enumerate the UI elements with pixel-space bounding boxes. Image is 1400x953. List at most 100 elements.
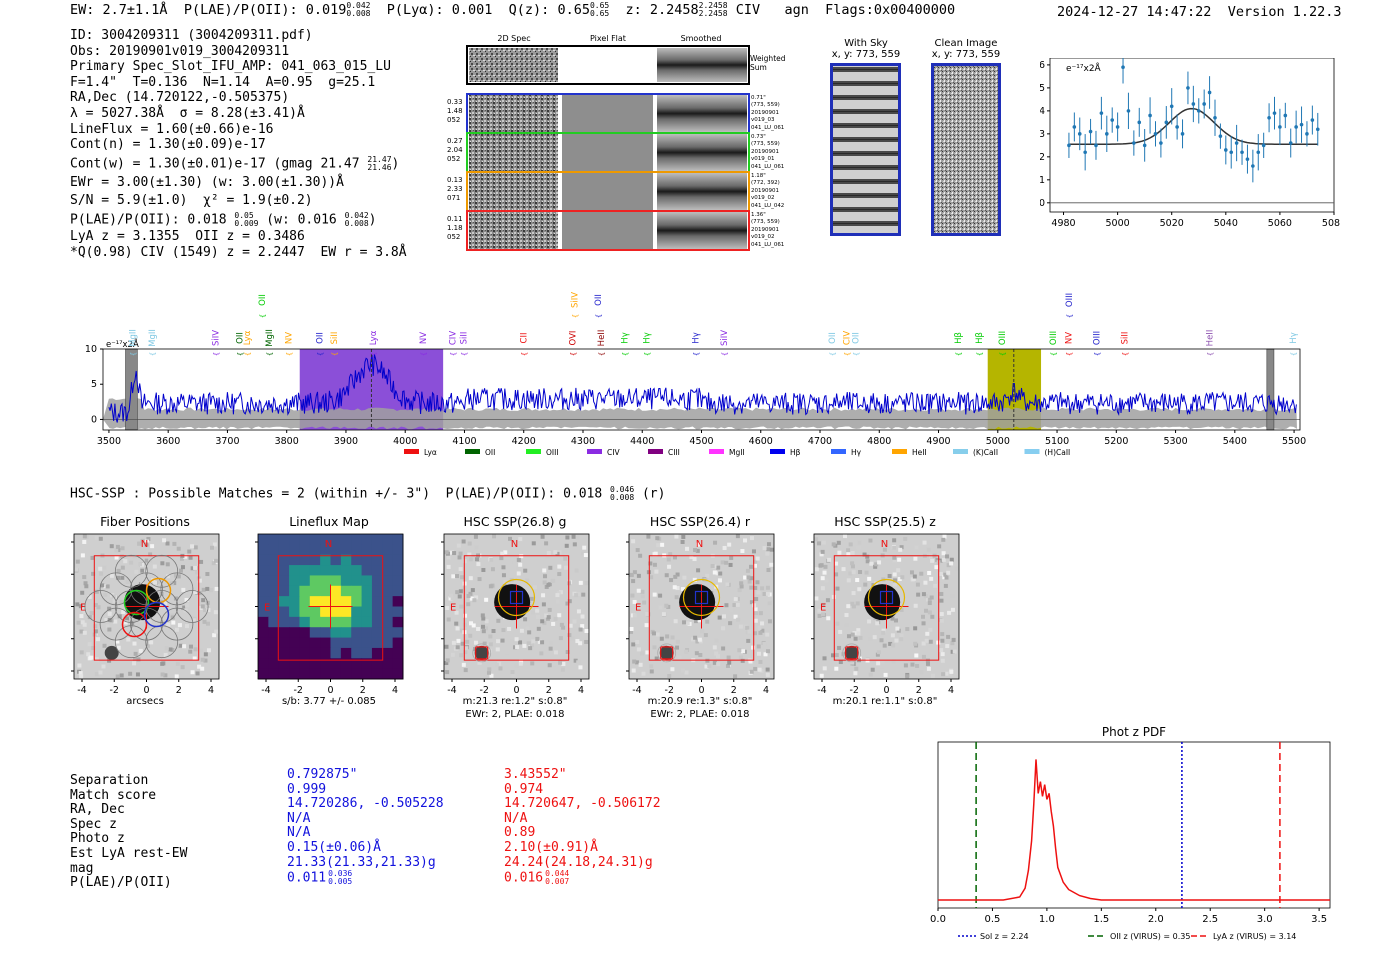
cutout-right-label-0-4: 041_LU_061 bbox=[751, 124, 785, 131]
hsc-noise-px bbox=[564, 543, 569, 548]
cutout-stack bbox=[466, 45, 750, 251]
hsc-noise-px bbox=[212, 542, 217, 547]
clean-image-title: Clean Image bbox=[934, 38, 998, 49]
hsc-noise-px bbox=[559, 622, 564, 627]
lineflux-cell bbox=[351, 575, 363, 587]
hsc-noise-px bbox=[914, 653, 919, 658]
hsc-noise-px bbox=[457, 594, 462, 599]
hsc-caption2-2: EWr: 2, PLAE: 0.018 bbox=[465, 709, 565, 720]
hsc-noise-px bbox=[176, 546, 181, 551]
hsc-noise-px bbox=[508, 536, 513, 541]
hsc-noise-px bbox=[692, 577, 697, 582]
hsc-noise-px bbox=[846, 552, 851, 557]
spec-line-label-6: NV bbox=[284, 332, 294, 344]
spec-line-brace-27: { bbox=[976, 352, 984, 356]
hsc-noise-px bbox=[480, 613, 485, 618]
lineflux-cell bbox=[392, 565, 404, 576]
hsc-noise-px bbox=[875, 652, 880, 657]
hsc-noise-px bbox=[850, 561, 855, 566]
hsc-noise-px bbox=[658, 593, 663, 598]
hsc-noise-px bbox=[449, 550, 454, 555]
spec-line-label-7: OII bbox=[258, 294, 268, 306]
hsc-noise-px bbox=[462, 559, 467, 564]
cutout-left-label-3-1: 1.18 bbox=[447, 224, 463, 232]
hsc-noise-px bbox=[530, 610, 535, 615]
hsc-noise-px bbox=[685, 621, 690, 626]
lineflux-cell bbox=[278, 606, 290, 618]
fit-point-11 bbox=[1126, 109, 1131, 113]
hsc-noise-px bbox=[193, 545, 198, 550]
hsc-noise-px bbox=[851, 570, 856, 575]
hsc-source2-4 bbox=[844, 645, 859, 660]
pdf-legend-label-1: OII z (VIRUS) = 0.35 bbox=[1110, 932, 1190, 941]
hsc-noise-px bbox=[929, 576, 934, 581]
hsc-noise-px bbox=[729, 555, 734, 560]
hsc-noise-px bbox=[104, 618, 109, 623]
table-col1-value-0: 0.792875" bbox=[287, 767, 358, 782]
fit-xtick-label-3: 5040 bbox=[1214, 218, 1238, 228]
lineflux-cell bbox=[299, 575, 311, 587]
contw-hi: 21.47 bbox=[367, 154, 392, 164]
hsc-noise-px bbox=[565, 535, 570, 540]
hsc-xtick-label-2-4: 4 bbox=[578, 685, 584, 696]
hsc-noise-px bbox=[876, 661, 881, 666]
hsc-noise-px bbox=[697, 637, 702, 642]
lineflux-cell bbox=[361, 575, 373, 587]
hsc-noise-px bbox=[544, 613, 549, 618]
hsc-panel-svg-4: NE-4-4-2-2002244 bbox=[811, 533, 960, 696]
hsc-match2-box-2 bbox=[475, 646, 489, 660]
hsc-noise-px bbox=[574, 593, 579, 598]
fit-point-3 bbox=[1083, 150, 1087, 155]
hsc-caption1-3: m:20.9 re:1.3" s:0.8" bbox=[647, 696, 753, 707]
hsc-xtick-label-3-1: -2 bbox=[665, 685, 674, 696]
hsc-ellipse-4 bbox=[867, 578, 906, 617]
hsc-noise-px bbox=[138, 648, 143, 653]
hsc-noise-px bbox=[638, 553, 643, 558]
hsc-noise-px bbox=[572, 542, 577, 547]
header-timestamp: 2024-12-27 14:47:22 Version 1.22.3 bbox=[1057, 4, 1342, 20]
lineflux-cell bbox=[289, 544, 300, 556]
hsc-noise-px bbox=[704, 664, 709, 669]
table-col1-2: 14.720286, -0.505228 bbox=[287, 796, 444, 812]
hsc-noise-px bbox=[558, 636, 563, 641]
spec-line-label-5: MgII bbox=[265, 329, 275, 347]
hsc-noise-px bbox=[536, 626, 541, 631]
hsc-noise-px bbox=[929, 595, 934, 600]
hsc-noise-px bbox=[705, 619, 710, 624]
spec-xtick-label-4: 3900 bbox=[334, 436, 358, 447]
hsc-noise-px bbox=[927, 570, 932, 575]
hsc-noise-px bbox=[120, 579, 125, 584]
hsc-noise-px bbox=[819, 630, 824, 635]
hsc-noise-px bbox=[882, 643, 887, 648]
hsc-noise-px bbox=[749, 669, 754, 674]
spec-line-label-26: Hβ bbox=[954, 332, 964, 344]
spec-ylabel: e⁻¹⁷x2Å bbox=[106, 338, 139, 350]
hsc-noise-px bbox=[530, 661, 535, 666]
fiber-circle-2 bbox=[99, 572, 133, 606]
fit-point-26 bbox=[1207, 90, 1212, 95]
fiber-circle-12 bbox=[114, 625, 148, 659]
spec-xtick-label-20: 5500 bbox=[1282, 436, 1306, 447]
lineflux-cell bbox=[330, 575, 342, 587]
hsc-source-2 bbox=[494, 584, 531, 621]
hsc-noise-px bbox=[473, 534, 478, 539]
hsc-noise-px bbox=[669, 578, 674, 583]
hsc-noise-px bbox=[892, 538, 897, 543]
hsc-noise-px bbox=[458, 589, 463, 594]
spec-legend-swatch-2 bbox=[526, 449, 541, 454]
hsc-noise-px bbox=[654, 656, 659, 661]
lineflux-cell bbox=[351, 544, 363, 556]
cutout-right-label-2-3: v019_02 bbox=[751, 195, 775, 202]
hsc-noise-px bbox=[655, 536, 660, 541]
hsc-noise-px bbox=[116, 548, 121, 553]
hsc-summary-text: HSC-SSP : Possible Matches = 2 (within +… bbox=[70, 486, 603, 502]
hsc-noise-px bbox=[209, 545, 214, 550]
table-label-1: Match score bbox=[70, 787, 157, 803]
hsc-noise-px bbox=[555, 599, 560, 604]
hsc-noise-px bbox=[94, 535, 99, 540]
hsc-noise-px bbox=[168, 647, 173, 652]
cutout-right-label-3-3: v019_02 bbox=[751, 234, 775, 241]
hsc-noise-px bbox=[868, 538, 873, 543]
weighted-sum-label: Weighted Sum bbox=[750, 54, 786, 72]
hsc-noise-px bbox=[581, 592, 586, 597]
